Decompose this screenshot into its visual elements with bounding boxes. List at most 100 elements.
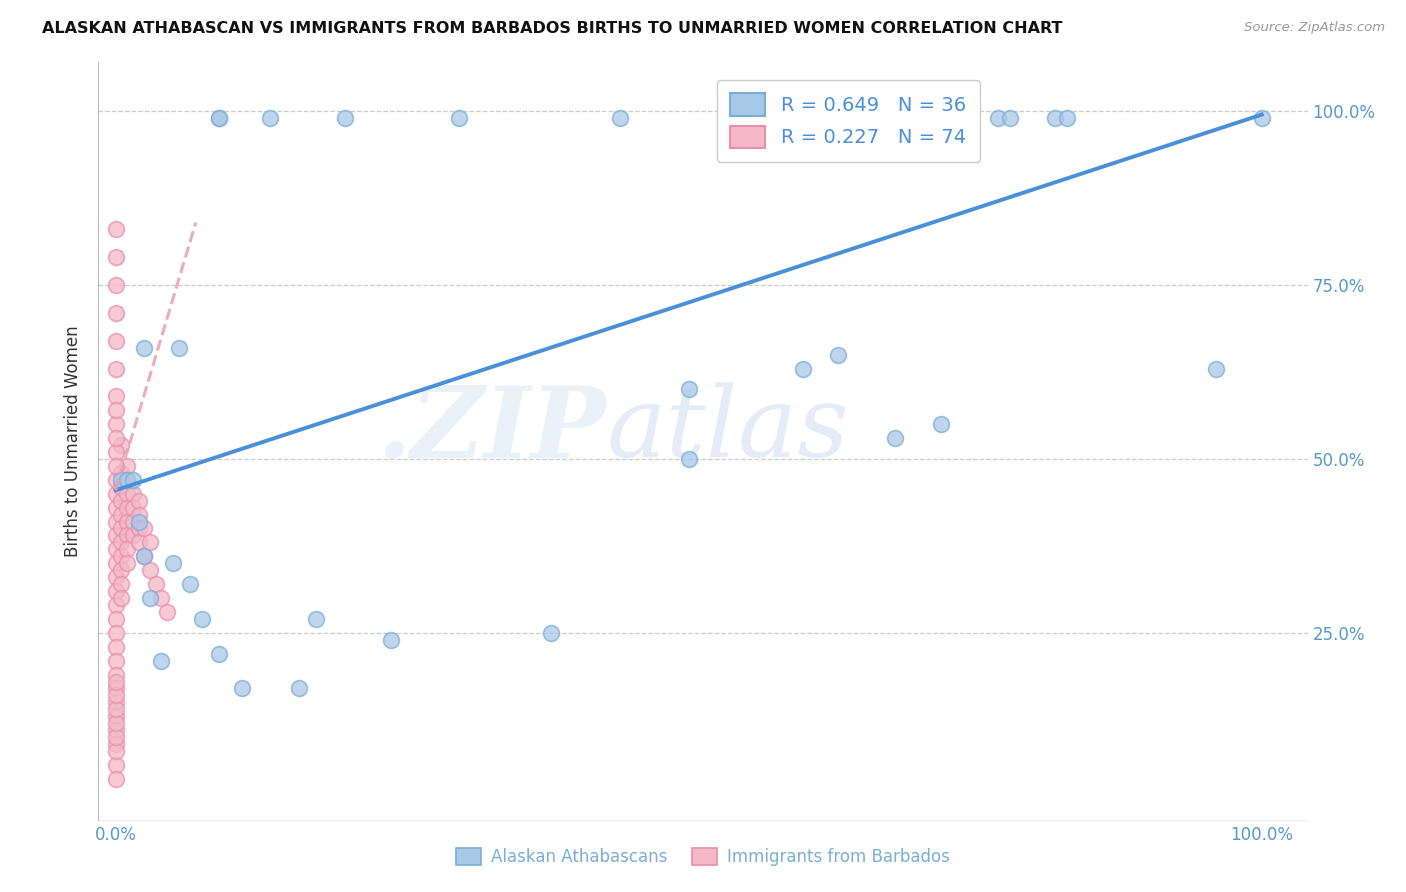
Point: [162, 556, 184, 570]
Point: [104, 334, 127, 348]
Point: [150, 591, 173, 605]
Point: [110, 549, 132, 564]
Text: .ZIP: .ZIP: [377, 382, 606, 478]
Point: [190, 612, 212, 626]
Point: [134, 521, 156, 535]
Point: [115, 473, 138, 487]
Point: [115, 486, 138, 500]
Point: [609, 111, 631, 125]
Point: [115, 500, 138, 515]
Point: [104, 445, 127, 459]
Point: [128, 493, 150, 508]
Point: [110, 521, 132, 535]
Point: [678, 383, 700, 397]
Point: [827, 348, 849, 362]
Point: [139, 535, 162, 549]
Point: [104, 458, 127, 473]
Point: [104, 473, 127, 487]
Point: [115, 528, 138, 542]
Point: [104, 772, 127, 786]
Point: [104, 640, 127, 654]
Point: [208, 111, 231, 125]
Point: [115, 542, 138, 557]
Point: [104, 306, 127, 320]
Point: [1045, 111, 1067, 125]
Point: [104, 417, 127, 432]
Legend: Alaskan Athabascans, Immigrants from Barbados: Alaskan Athabascans, Immigrants from Bar…: [449, 841, 957, 873]
Point: [110, 493, 132, 508]
Point: [150, 654, 173, 668]
Point: [139, 563, 162, 577]
Point: [104, 528, 127, 542]
Point: [115, 515, 138, 529]
Point: [110, 473, 132, 487]
Point: [128, 535, 150, 549]
Text: ALASKAN ATHABASCAN VS IMMIGRANTS FROM BARBADOS BIRTHS TO UNMARRIED WOMEN CORRELA: ALASKAN ATHABASCAN VS IMMIGRANTS FROM BA…: [42, 21, 1063, 36]
Point: [104, 278, 127, 293]
Point: [104, 723, 127, 738]
Point: [104, 758, 127, 772]
Point: [134, 341, 156, 355]
Point: [110, 508, 132, 522]
Point: [121, 528, 143, 542]
Point: [104, 625, 127, 640]
Point: [110, 591, 132, 605]
Point: [792, 361, 814, 376]
Point: [110, 438, 132, 452]
Point: [156, 605, 179, 619]
Point: [104, 716, 127, 731]
Point: [110, 466, 132, 480]
Point: [104, 674, 127, 689]
Point: [104, 744, 127, 758]
Point: [128, 521, 150, 535]
Point: [540, 625, 562, 640]
Point: [231, 681, 253, 696]
Point: [104, 689, 127, 703]
Point: [121, 473, 143, 487]
Point: [104, 667, 127, 681]
Point: [104, 403, 127, 417]
Point: [333, 111, 356, 125]
Point: [104, 737, 127, 751]
Point: [305, 612, 328, 626]
Point: [104, 681, 127, 696]
Point: [121, 486, 143, 500]
Point: [110, 577, 132, 591]
Point: [167, 341, 190, 355]
Point: [1056, 111, 1078, 125]
Point: [208, 111, 231, 125]
Point: [104, 584, 127, 599]
Point: [115, 458, 138, 473]
Point: [104, 361, 127, 376]
Point: [134, 549, 156, 564]
Point: [110, 535, 132, 549]
Point: [929, 417, 952, 432]
Point: [104, 431, 127, 445]
Point: [104, 222, 127, 236]
Point: [1205, 361, 1227, 376]
Point: [104, 542, 127, 557]
Point: [884, 431, 907, 445]
Point: [288, 681, 311, 696]
Point: [179, 577, 201, 591]
Y-axis label: Births to Unmarried Women: Births to Unmarried Women: [65, 326, 83, 558]
Point: [139, 591, 162, 605]
Point: [449, 111, 471, 125]
Point: [104, 695, 127, 709]
Point: [208, 647, 231, 661]
Point: [678, 451, 700, 466]
Point: [128, 508, 150, 522]
Text: atlas: atlas: [606, 383, 849, 478]
Point: [115, 556, 138, 570]
Point: [110, 480, 132, 494]
Point: [104, 389, 127, 403]
Point: [104, 709, 127, 723]
Point: [104, 654, 127, 668]
Point: [259, 111, 281, 125]
Point: [115, 473, 138, 487]
Point: [121, 500, 143, 515]
Point: [104, 598, 127, 612]
Point: [104, 570, 127, 584]
Point: [110, 563, 132, 577]
Point: [380, 632, 402, 647]
